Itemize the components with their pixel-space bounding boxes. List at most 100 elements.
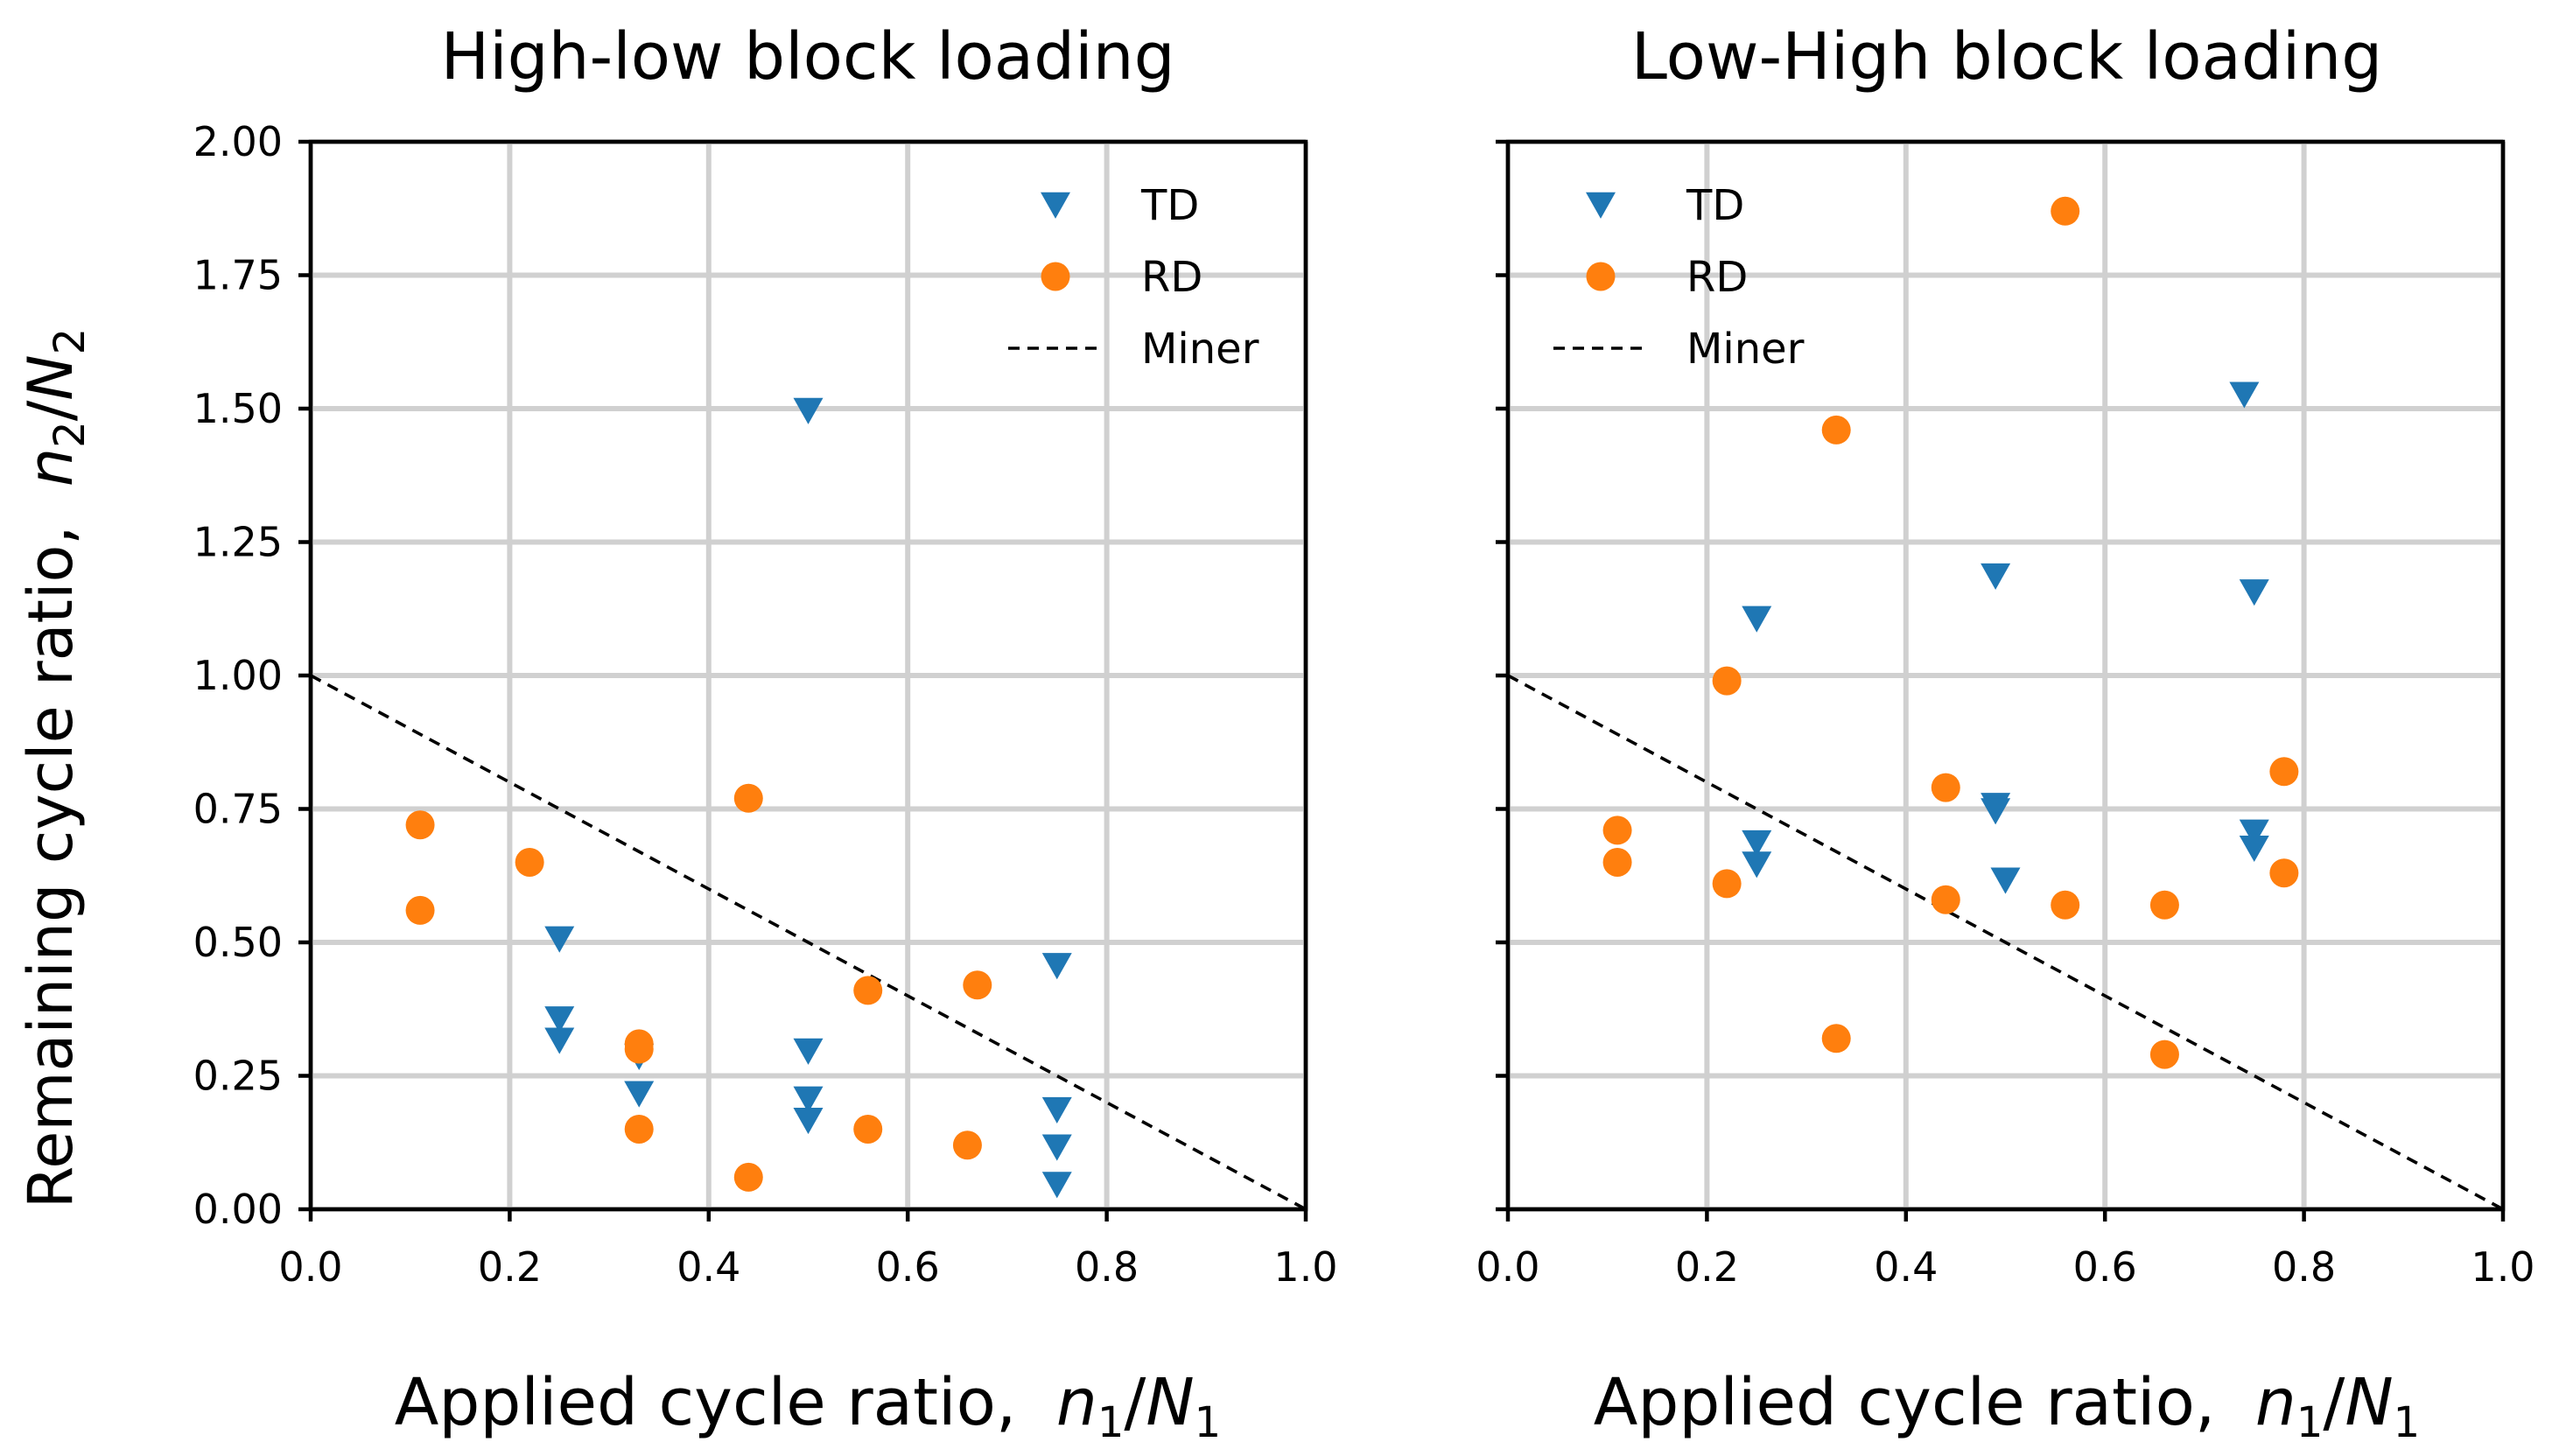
y-tick-label: 1.75	[193, 252, 283, 299]
x-axis-label-sub2: 1	[2394, 1398, 2421, 1447]
x-tick-label: 0.4	[1874, 1243, 1938, 1291]
x-tick-label: 0.8	[2272, 1243, 2336, 1291]
legend-rd-icon	[1586, 262, 1616, 291]
rd-point	[1602, 848, 1632, 877]
y-axis-label-sep: /	[15, 400, 87, 421]
y-axis-label: Remaining cycle ratio, n2/N2	[15, 328, 95, 1208]
x-axis-label-var2: N	[1146, 1365, 1194, 1440]
td-point	[1990, 867, 2021, 894]
legend-td-icon	[1586, 192, 1616, 219]
rd-point	[963, 970, 992, 1000]
svg-text:Applied cycle ratio, n: Applied cycle ratio, n1/N1	[1594, 1365, 2420, 1447]
td-point	[1041, 953, 1072, 980]
legend-label: TD	[1686, 181, 1744, 230]
td-point	[793, 1038, 824, 1065]
td-point	[2229, 382, 2260, 409]
rd-point	[405, 895, 435, 925]
rd-point	[405, 810, 435, 840]
miner-line-group	[310, 674, 1307, 1211]
miner-line-group	[1507, 674, 2504, 1211]
y-tick-label: 1.00	[193, 652, 283, 699]
td-point	[544, 1027, 575, 1054]
y-axis-label-text: Remaining cycle ratio,	[15, 525, 87, 1208]
rd-point	[853, 976, 883, 1005]
chart-title: High-low block loading	[440, 19, 1174, 94]
legend-label: TD	[1140, 181, 1199, 230]
grid	[1505, 139, 2506, 1212]
x-tick-label: 0.4	[677, 1243, 740, 1291]
rd-point	[2269, 858, 2299, 888]
x-tick-label: 0.6	[2073, 1243, 2137, 1291]
td-point	[1742, 851, 1772, 878]
td-point	[624, 1081, 655, 1108]
rd-point	[1712, 666, 1742, 696]
x-axis-label-text: Applied cycle ratio,	[395, 1365, 1017, 1440]
y-tick-label: 0.00	[193, 1186, 283, 1233]
y-axis-label-sub2: 2	[46, 328, 95, 355]
x-axis-label: Applied cycle ratio, n1/N1	[395, 1365, 1221, 1447]
y-tick-label: 1.50	[193, 385, 283, 432]
rd-point	[2149, 1040, 2179, 1069]
x-axis-label: Applied cycle ratio, n1/N1	[1594, 1365, 2420, 1447]
rd-point	[733, 1162, 763, 1192]
rd-point	[733, 783, 763, 813]
td-point	[793, 1086, 824, 1113]
panel-high-low: High-low block loading 0.0 0.2 0.4 0.6 0.8 1.…	[193, 19, 1338, 1447]
y-tick-label: 0.75	[193, 786, 283, 833]
panel-low-high: Low-High block loading 0.0 0.2 0.4 0.6 0.8 1.…	[1476, 19, 2534, 1447]
rd-point	[624, 1034, 654, 1064]
td-point	[2239, 579, 2269, 606]
x-axis-label-sub: 1	[2296, 1398, 2324, 1447]
td-point	[1041, 1172, 1072, 1199]
x-axis-label-sub2: 1	[1195, 1398, 1222, 1447]
rd-point	[1931, 773, 1960, 802]
legend-label: RD	[1686, 253, 1748, 302]
td-point	[1742, 606, 1772, 633]
svg-text:Applied cycle ratio, n: Applied cycle ratio, n1/N1	[395, 1365, 1221, 1447]
legend-td-icon	[1041, 192, 1070, 219]
rd-point	[2269, 757, 2299, 787]
legend: TD RD Miner	[1008, 181, 1259, 374]
td-point	[544, 926, 575, 953]
rd-point	[853, 1115, 883, 1144]
td-point	[544, 1006, 575, 1033]
y-axis-label-sub: 2	[46, 421, 95, 448]
x-tick-label: 0.2	[478, 1243, 542, 1291]
x-tick-label: 1.0	[1273, 1243, 1337, 1291]
td-point	[793, 1108, 824, 1135]
miner-line	[1507, 674, 2504, 1211]
legend-rd-icon	[1041, 262, 1070, 291]
rd-point	[952, 1130, 982, 1160]
rd-point	[1821, 1024, 1851, 1054]
svg-text:Remaining cycle ratio, n: Remaining cycle ratio, n2/N2	[15, 328, 95, 1208]
rd-point	[624, 1115, 654, 1144]
legend-label: Miner	[1141, 325, 1259, 374]
x-tick-label: 0.2	[1675, 1243, 1739, 1291]
rd-point	[515, 848, 544, 877]
x-tick-label: 0.8	[1075, 1243, 1139, 1291]
x-tick-label: 0.0	[278, 1243, 342, 1291]
rd-point	[1821, 415, 1851, 444]
legend-label: Miner	[1686, 325, 1805, 374]
x-axis-label-var: n	[1056, 1365, 1097, 1440]
y-tick-label: 1.25	[193, 519, 283, 566]
y-tick-label: 2.00	[193, 118, 283, 165]
chart-title: Low-High block loading	[1631, 19, 2382, 94]
x-axis-label-text: Applied cycle ratio,	[1594, 1365, 2216, 1440]
rd-point	[1602, 816, 1632, 845]
markers	[1602, 196, 2299, 1069]
td-point	[793, 397, 824, 424]
miner-line	[310, 674, 1307, 1211]
markers	[405, 397, 1072, 1199]
td-point	[1041, 1134, 1072, 1161]
rd-point	[2149, 890, 2179, 920]
td-point	[2239, 819, 2269, 846]
x-axis-label-sep: /	[2323, 1365, 2345, 1440]
rd-point	[2051, 890, 2080, 920]
legend: TD RD Miner	[1553, 181, 1805, 374]
rd-point	[2051, 196, 2080, 226]
x-tick-label: 0.0	[1476, 1243, 1539, 1291]
x-axis-label-var2: N	[2345, 1365, 2393, 1440]
td-point	[1041, 1096, 1072, 1124]
